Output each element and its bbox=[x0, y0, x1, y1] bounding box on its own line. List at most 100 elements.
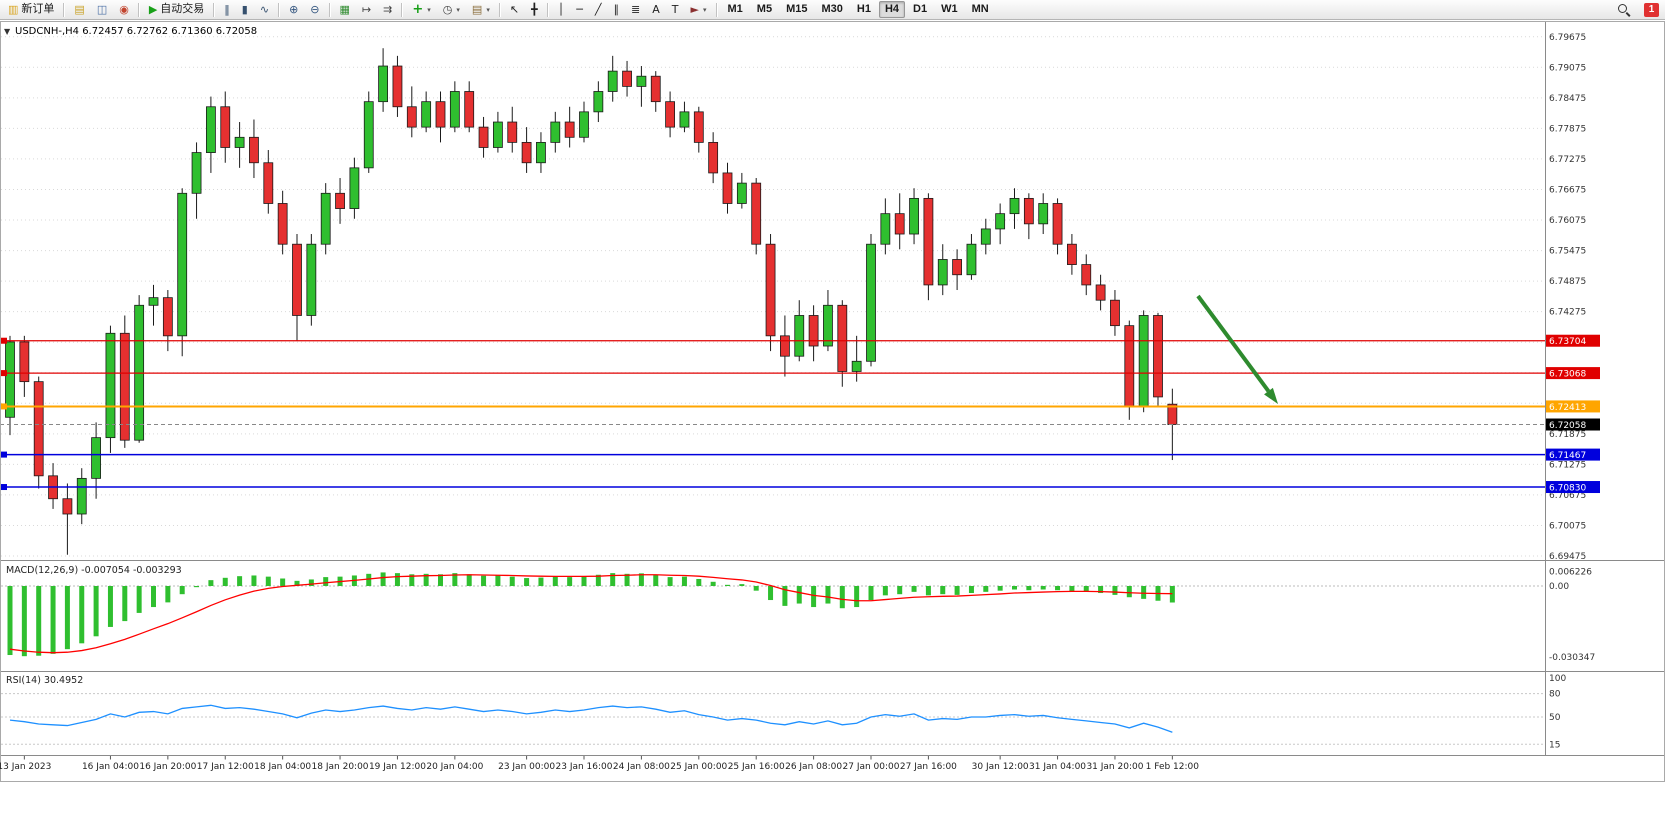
candle-body bbox=[995, 213, 1006, 230]
candlestick-chart-button[interactable]: ▮ bbox=[237, 1, 253, 18]
bar-chart-icon: ‖ bbox=[224, 3, 230, 16]
candle-body bbox=[1052, 203, 1063, 245]
vertical-line-button[interactable]: │ bbox=[553, 1, 570, 18]
macd-histogram-bar bbox=[1026, 586, 1032, 591]
candle-body bbox=[521, 141, 532, 164]
candle-body bbox=[880, 213, 891, 245]
macd-histogram-bar bbox=[409, 574, 415, 586]
toolbar-separator bbox=[137, 2, 140, 17]
price-tag-6.72413-bg bbox=[1546, 400, 1600, 413]
text-button[interactable]: A bbox=[647, 1, 665, 18]
price-axis-label: 6.70675 bbox=[1549, 491, 1586, 501]
chart-background[interactable] bbox=[0, 21, 1665, 781]
new-order-button[interactable]: ▥ 新订单 bbox=[3, 1, 59, 18]
chart-type-group: ‖ ▮ ∿ bbox=[218, 0, 275, 20]
bar-chart-button[interactable]: ‖ bbox=[219, 1, 235, 18]
trendline-button[interactable]: ╱ bbox=[590, 1, 607, 18]
timeframe-mn-button[interactable]: MN bbox=[966, 1, 995, 18]
time-axis-label: 16 Jan 04:00 bbox=[82, 762, 139, 772]
alerts-button[interactable]: ◉ bbox=[114, 1, 134, 18]
timeframe-m30-button[interactable]: M30 bbox=[815, 1, 848, 18]
time-axis-label: 24 Jan 08:00 bbox=[613, 762, 670, 772]
zoom-out-button[interactable]: ⊖ bbox=[305, 1, 324, 18]
price-tag-6.73704-bg bbox=[1546, 334, 1600, 347]
cursor-button[interactable]: ↖ bbox=[505, 1, 524, 18]
chart-shift-icon: ⇉ bbox=[383, 3, 393, 16]
autotrading-play-icon: ▶ bbox=[148, 3, 158, 16]
equidistant-channel-button[interactable]: ∥ bbox=[609, 1, 625, 18]
rsi-axis-label: 100 bbox=[1549, 674, 1566, 684]
crosshair-icon: ╋ bbox=[531, 3, 538, 16]
crosshair-button[interactable]: ╋ bbox=[526, 1, 543, 18]
trend-arrow-shaft bbox=[1196, 294, 1271, 393]
candle-body bbox=[406, 106, 417, 128]
candle-body bbox=[952, 259, 962, 276]
templates-button[interactable]: ▤ ▾ bbox=[467, 1, 495, 18]
timeframe-m30-button-label: M30 bbox=[821, 3, 843, 15]
price-tag-6.72413-text: 6.72413 bbox=[1549, 403, 1586, 413]
macd-histogram-bar bbox=[1012, 586, 1017, 590]
time-axis-label: 30 Jan 12:00 bbox=[972, 762, 1029, 772]
line-handle[interactable] bbox=[1, 370, 7, 377]
indicators-button[interactable]: + ▾ bbox=[407, 1, 435, 18]
line-chart-button[interactable]: ∿ bbox=[255, 1, 274, 18]
trend-arrow-annotation[interactable] bbox=[1196, 294, 1278, 404]
arrows-button[interactable]: ► ▾ bbox=[686, 1, 712, 18]
horizontal-line-button[interactable]: ─ bbox=[571, 1, 588, 18]
timeframe-group: M1 M5 M15 M30 H1 H4 D1 W1 MN bbox=[721, 0, 996, 20]
notification-badge[interactable]: 1 bbox=[1644, 2, 1659, 17]
candle-body bbox=[593, 91, 604, 113]
timeframe-w1-button[interactable]: W1 bbox=[935, 1, 964, 18]
line-handle[interactable] bbox=[1, 403, 7, 410]
price-axis-label: 6.69475 bbox=[1549, 552, 1586, 562]
candle-body bbox=[478, 126, 489, 148]
search-button[interactable] bbox=[1613, 1, 1635, 18]
price-tag-6.73068: 6.73068 bbox=[1546, 367, 1600, 380]
macd-histogram-bar bbox=[681, 576, 687, 586]
macd-histogram-bar bbox=[64, 586, 70, 650]
timeframe-h4-button[interactable]: H4 bbox=[878, 1, 906, 18]
candle-body bbox=[851, 360, 862, 372]
timeframe-m15-button-label: M15 bbox=[786, 3, 808, 15]
current-price-tag-text: 6.72058 bbox=[1549, 421, 1586, 431]
price-axis-label: 6.71875 bbox=[1549, 430, 1586, 440]
time-axis-label: 18 Jan 04:00 bbox=[254, 762, 311, 772]
zoom-group: ⊕ ⊖ bbox=[283, 0, 325, 20]
price-tag-6.70830: 6.70830 bbox=[1546, 481, 1600, 494]
macd-histogram-bar bbox=[50, 586, 56, 654]
market-watch-button[interactable]: ◫ bbox=[92, 1, 112, 18]
macd-histogram-bar bbox=[1112, 586, 1118, 595]
timeframe-m5-button[interactable]: M5 bbox=[751, 1, 778, 18]
timeframe-m1-button[interactable]: M1 bbox=[722, 1, 749, 18]
charts-profile-button[interactable]: ▤ bbox=[69, 1, 89, 18]
macd-histogram-bar bbox=[538, 577, 544, 586]
chart-shift-button[interactable]: ⇉ bbox=[378, 1, 397, 18]
fibonacci-button[interactable]: ≣ bbox=[626, 1, 645, 18]
timeframe-d1-button[interactable]: D1 bbox=[907, 1, 933, 18]
templates-icon: ▤ bbox=[471, 3, 483, 16]
autotrading-button[interactable]: ▶ 自动交易 bbox=[144, 1, 209, 18]
macd-histogram-bar bbox=[868, 586, 874, 601]
macd-histogram-bar bbox=[911, 586, 917, 592]
line-handle[interactable] bbox=[1, 484, 7, 491]
price-tag-6.71467: 6.71467 bbox=[1546, 448, 1600, 461]
periods-button[interactable]: ◷ ▾ bbox=[438, 1, 465, 18]
chevron-down-icon: ▾ bbox=[427, 5, 431, 14]
tile-windows-button[interactable]: ▦ bbox=[335, 1, 355, 18]
candle-body bbox=[1110, 299, 1120, 327]
candle-body bbox=[708, 141, 719, 174]
candle-body bbox=[1009, 197, 1020, 215]
line-handle[interactable] bbox=[1, 337, 7, 344]
zoom-in-button[interactable]: ⊕ bbox=[284, 1, 303, 18]
timeframe-m15-button[interactable]: M15 bbox=[780, 1, 813, 18]
time-axis[interactable]: 13 Jan 2023 16 Jan 04:00 16 Jan 20:00 17 Ja… bbox=[0, 756, 1199, 772]
auto-scroll-button[interactable]: ↦ bbox=[357, 1, 376, 18]
text-label-button[interactable]: T bbox=[667, 1, 684, 18]
time-axis-label: 27 Jan 00:00 bbox=[843, 762, 900, 772]
timeframe-h1-button[interactable]: H1 bbox=[851, 1, 877, 18]
candle-body bbox=[148, 297, 159, 306]
candle-body bbox=[736, 182, 747, 204]
line-handle[interactable] bbox=[1, 451, 7, 458]
